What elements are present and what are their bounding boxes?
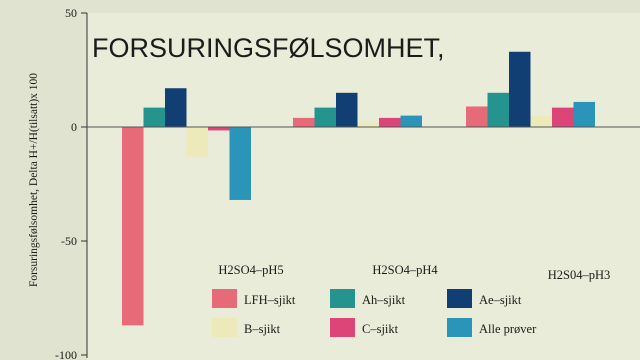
legend-swatch <box>447 318 472 337</box>
bar <box>552 107 574 127</box>
bar <box>509 51 531 128</box>
bar <box>293 117 315 127</box>
legend-label: LFH–sjikt <box>244 293 296 307</box>
bar <box>379 117 401 127</box>
legend-label: Ah–sjikt <box>362 293 406 307</box>
legend-label: C–sjikt <box>362 322 399 336</box>
bar <box>466 106 488 127</box>
plot-area <box>87 13 640 360</box>
legend-swatch <box>212 318 237 337</box>
bar <box>400 115 422 127</box>
legend-label: Alle prøver <box>479 322 537 336</box>
legend-label: B–sjikt <box>244 322 281 336</box>
bar <box>357 122 379 127</box>
bar <box>122 127 144 326</box>
bar <box>208 127 230 131</box>
y-tick-label: -100 <box>55 348 77 360</box>
legend-swatch <box>212 289 237 308</box>
bar <box>314 107 336 127</box>
y-tick-label: 0 <box>71 120 77 134</box>
legend-label: Ae–sjikt <box>479 293 522 307</box>
bar <box>165 88 187 127</box>
bar <box>229 127 251 200</box>
bar <box>143 107 165 127</box>
y-ticks: 50 0 -50 -100 <box>55 6 87 360</box>
bar <box>573 101 595 127</box>
category-labels: H2SO4–pH5 H2SO4–pH4 H2S04–pH3 <box>218 263 610 282</box>
legend: LFH–sjikt Ah–sjikt Ae–sjikt B–sjikt C–sjikt A… <box>212 289 537 337</box>
bar <box>336 92 358 127</box>
category-label: H2SO4–pH4 <box>372 263 438 277</box>
legend-swatch <box>330 289 355 308</box>
y-tick-label: -50 <box>61 234 77 248</box>
category-label: H2S04–pH3 <box>548 268 611 282</box>
legend-swatch <box>330 318 355 337</box>
bar <box>186 127 208 157</box>
category-label: H2SO4–pH5 <box>218 263 283 277</box>
legend-swatch <box>447 289 472 308</box>
y-axis-label: Forsuringsfølsomhet, Delta H+/H(tilsatt)… <box>28 73 40 287</box>
chart-title: FORSURINGSFØLSOMHET, <box>92 33 445 63</box>
bar <box>487 92 509 127</box>
y-tick-label: 50 <box>65 6 77 20</box>
bars-layer <box>122 51 595 326</box>
bar <box>530 115 552 127</box>
